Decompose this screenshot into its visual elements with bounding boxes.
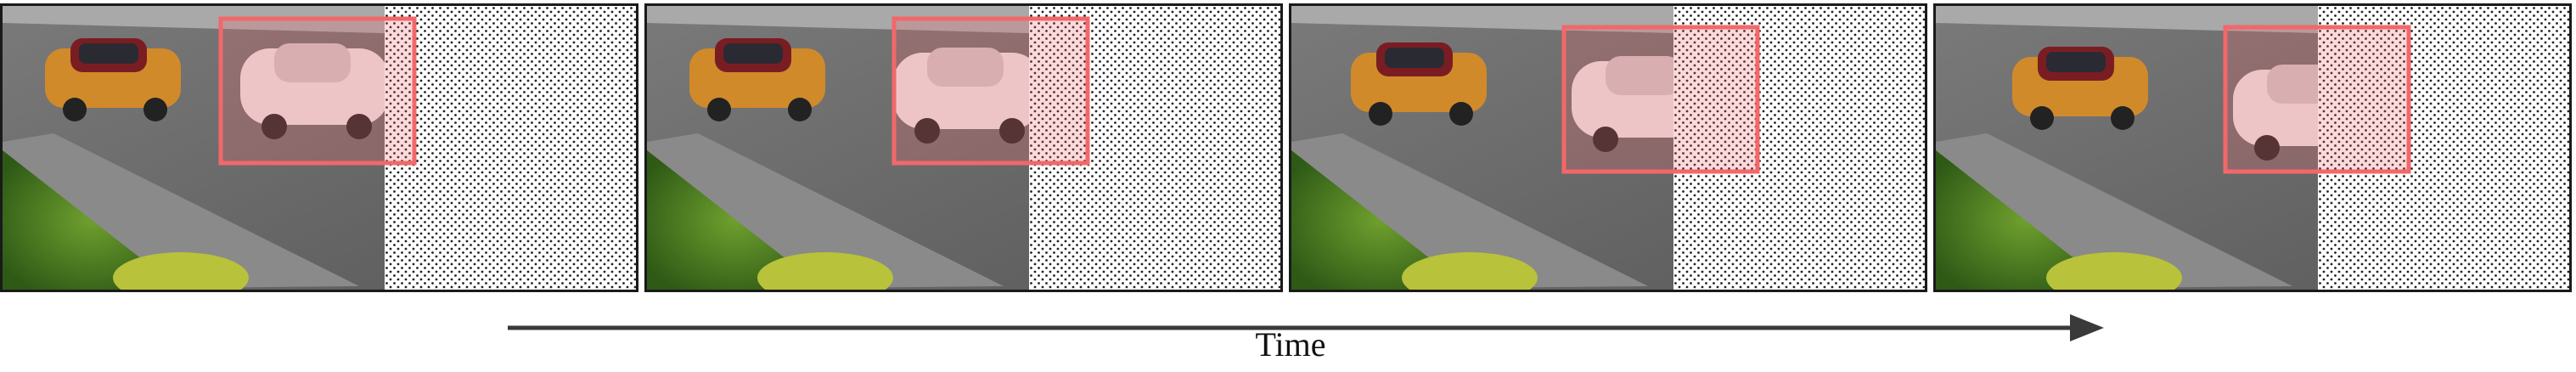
frame-scene [1291, 6, 1925, 290]
white-car [893, 48, 1042, 144]
bushes [1936, 150, 2114, 290]
masked-region [2318, 6, 2569, 290]
yellow-bush [757, 252, 893, 290]
bounding-box [218, 16, 417, 166]
taxi-car [2012, 47, 2148, 130]
bushes [647, 150, 825, 290]
white-car [240, 43, 389, 139]
masked-region [1673, 6, 1925, 290]
arrow-head-icon [2070, 314, 2104, 341]
bounding-box [891, 16, 1090, 166]
taxi-car [45, 38, 181, 121]
video-frame-2 [644, 3, 1283, 292]
taxi-car [1351, 42, 1487, 126]
bushes [3, 150, 181, 290]
time-axis-label: Time [1255, 325, 1326, 364]
bounding-box [2223, 25, 2411, 174]
frame-scene [1936, 6, 2569, 290]
yellow-bush [1402, 252, 1538, 290]
frame-scene [3, 6, 636, 290]
yellow-bush [113, 252, 249, 290]
time-arrow [508, 314, 2104, 341]
video-frame-3 [1289, 3, 1927, 292]
frame-scene [647, 6, 1280, 290]
masked-region [385, 6, 636, 290]
bounding-box [1561, 25, 1760, 174]
taxi-car [689, 38, 825, 121]
video-frame-1 [0, 3, 638, 292]
video-frame-4 [1933, 3, 2572, 292]
masked-region [1029, 6, 1280, 290]
yellow-bush [2046, 252, 2182, 290]
bushes [1291, 150, 1470, 290]
